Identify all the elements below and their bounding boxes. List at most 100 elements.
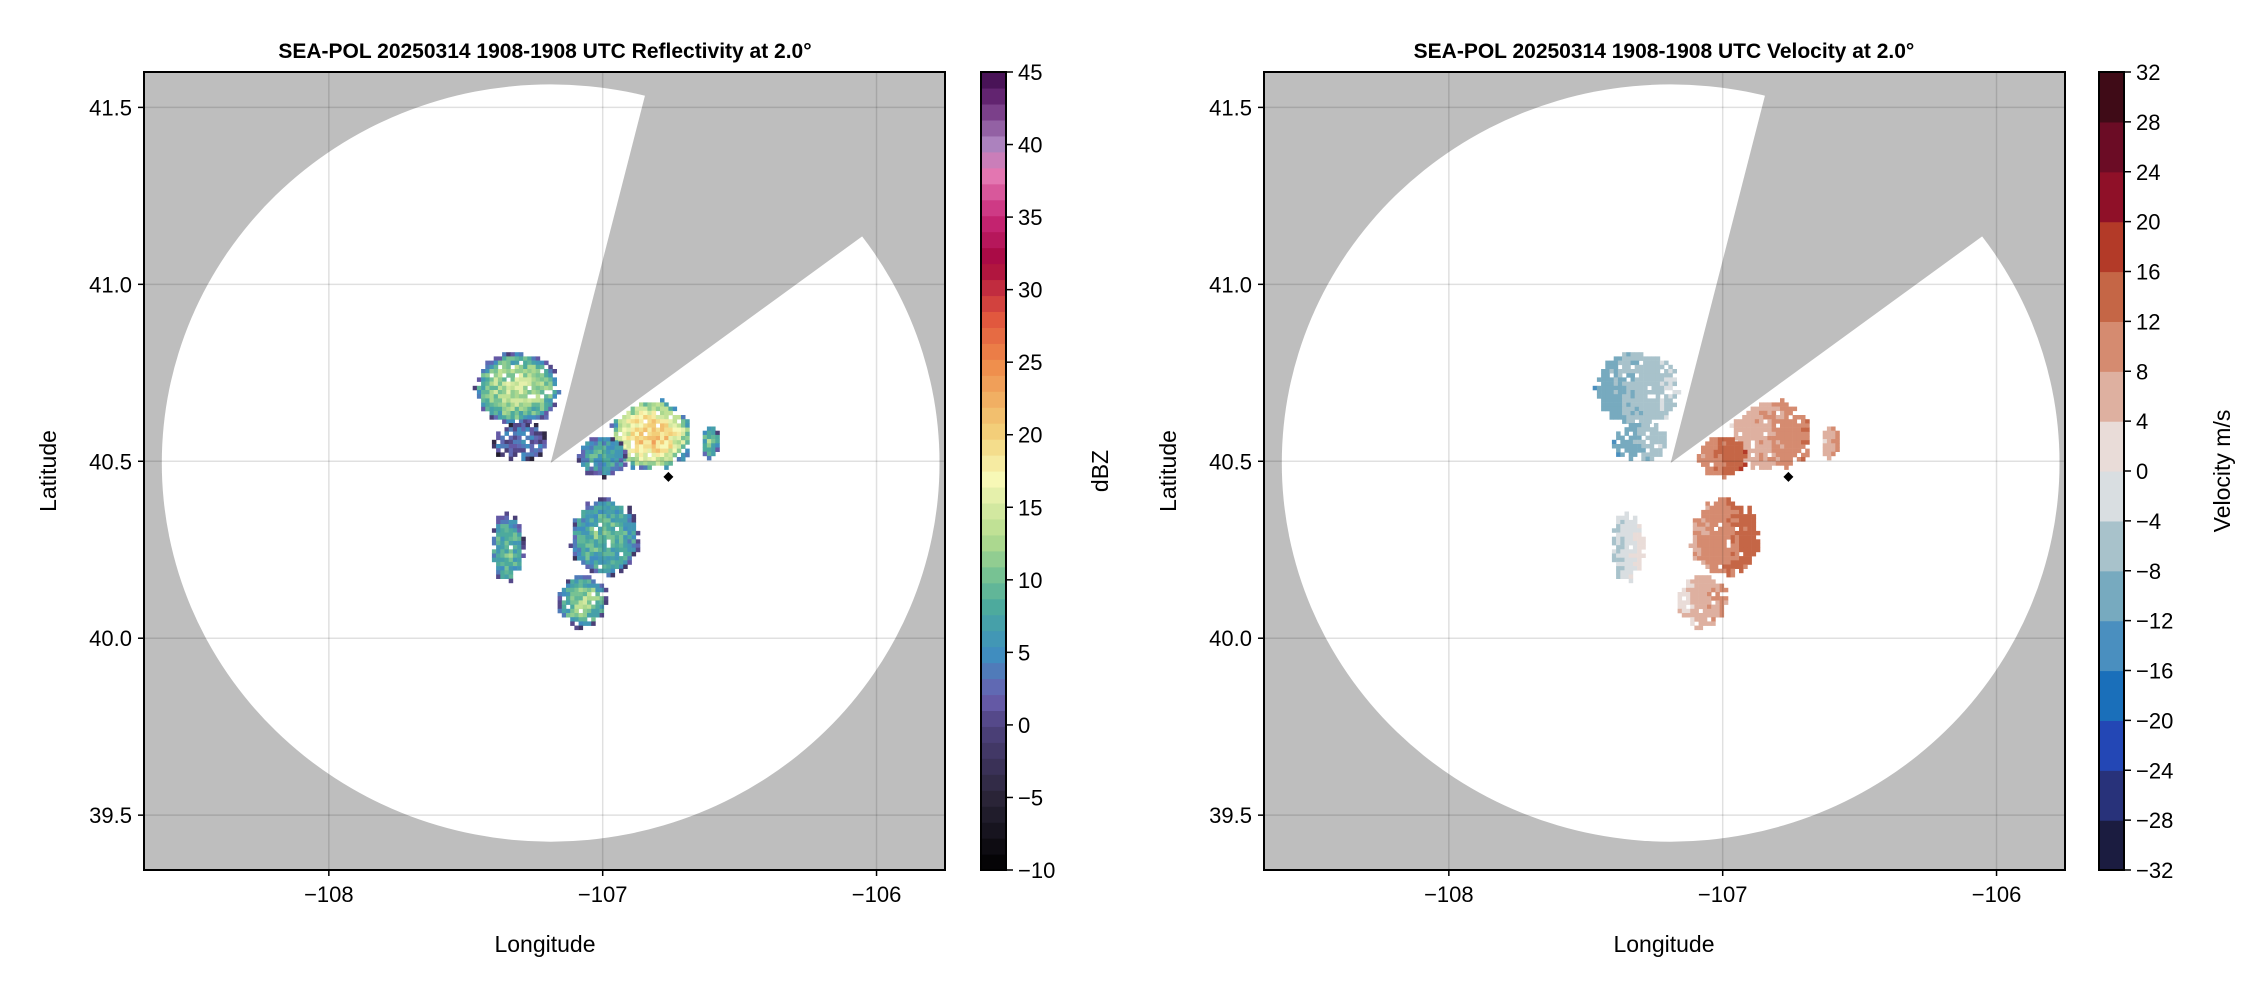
echo-cell (1788, 452, 1793, 458)
echo-cell (1686, 613, 1691, 618)
echo-cell (497, 402, 503, 408)
echo-cell (1613, 402, 1619, 408)
echo-cell (1796, 423, 1802, 428)
echo-cell (1647, 356, 1652, 361)
echo-cell (1651, 402, 1656, 408)
echo-cell (1717, 441, 1723, 446)
echo-cell (493, 398, 499, 403)
echo-cell (502, 385, 507, 391)
echo-cell (1628, 456, 1634, 462)
echo-cell (1734, 514, 1740, 519)
echo-cell (1632, 439, 1638, 445)
echo-cell (1709, 437, 1714, 442)
echo-cell (1702, 592, 1708, 597)
echo-cell (512, 557, 518, 563)
echo-cell (1705, 539, 1710, 544)
echo-cell (1655, 411, 1661, 416)
echo-cell (1622, 352, 1627, 357)
echo-cell (1743, 518, 1748, 523)
echo-cell (1713, 543, 1719, 548)
echo-cell (602, 501, 607, 506)
echo-cell (602, 454, 607, 459)
echo-cell (523, 377, 528, 382)
colorbar-tick-label: 12 (2136, 309, 2160, 334)
echo-cell (1719, 604, 1725, 610)
echo-cell (531, 415, 536, 420)
echo-cell (630, 457, 636, 462)
echo-cell (1784, 440, 1789, 445)
colorbar-band (981, 359, 1006, 376)
echo-cell (610, 560, 616, 565)
echo-cell (622, 427, 627, 433)
echo-cell (598, 547, 603, 553)
echo-cell (1713, 518, 1719, 523)
echo-cell (1616, 561, 1621, 567)
echo-cell (1771, 415, 1777, 420)
echo-cell (647, 457, 652, 462)
echo-cell (1743, 449, 1748, 455)
echo-cell (1638, 381, 1644, 387)
echo-cell (1718, 568, 1723, 574)
echo-cell (548, 364, 553, 370)
echo-cell (491, 549, 497, 554)
echo-cell (1742, 457, 1747, 462)
echo-cell (1655, 406, 1661, 412)
blocked-sector (550, 72, 945, 464)
echo-cell (1637, 540, 1642, 546)
echo-cell (1620, 566, 1625, 571)
echo-cell (1722, 475, 1727, 480)
echo-cell (1718, 539, 1723, 544)
echo-cell (606, 535, 611, 540)
echo-cell (1722, 454, 1727, 459)
echo-cell (589, 454, 594, 459)
echo-cell (1771, 423, 1777, 428)
echo-cell (1620, 435, 1625, 441)
echo-cell (1711, 604, 1716, 610)
echo-cell (619, 547, 624, 553)
echo-cell (1649, 444, 1655, 449)
echo-cell (1722, 530, 1727, 536)
echo-cell (585, 509, 590, 515)
echo-cell (1601, 369, 1606, 374)
echo-cell (1641, 553, 1646, 558)
echo-cell (589, 522, 595, 527)
echo-cell (681, 452, 686, 458)
echo-cell (1711, 608, 1716, 614)
echo-cell (1637, 561, 1642, 567)
echo-cell (1692, 530, 1698, 536)
echo-cell (544, 385, 549, 391)
echo-cell (1686, 592, 1691, 597)
echo-cell (542, 439, 547, 445)
echo-cell (566, 583, 571, 589)
echo-cell (508, 444, 514, 449)
echo-cell (664, 452, 669, 458)
echo-cell (521, 439, 526, 445)
echo-cell (598, 568, 603, 574)
echo-cell (702, 430, 708, 436)
echo-cell (1726, 547, 1731, 553)
echo-cell (1638, 364, 1644, 370)
echo-cell (1709, 539, 1715, 544)
echo-cell (635, 530, 641, 536)
echo-cell (589, 518, 595, 523)
echo-cell (651, 410, 657, 416)
echo-cell (1718, 497, 1723, 502)
echo-cell (1616, 553, 1621, 558)
echo-cell (533, 435, 539, 441)
echo-cell (1605, 390, 1610, 395)
echo-cell (485, 377, 490, 382)
echo-cell (672, 423, 678, 428)
echo-cell (1805, 423, 1810, 428)
echo-cell (1709, 526, 1715, 532)
echo-cell (1709, 458, 1714, 463)
echo-cell (500, 574, 505, 579)
colorbar-band (2099, 321, 2124, 372)
echo-cell (593, 564, 599, 569)
echo-cell (518, 411, 524, 416)
echo-cell (1626, 411, 1631, 416)
echo-cell (1713, 462, 1719, 467)
echo-cell (668, 440, 673, 445)
echo-cell (626, 457, 631, 462)
echo-cell (1835, 439, 1840, 444)
colorbar-band (2099, 670, 2124, 721)
